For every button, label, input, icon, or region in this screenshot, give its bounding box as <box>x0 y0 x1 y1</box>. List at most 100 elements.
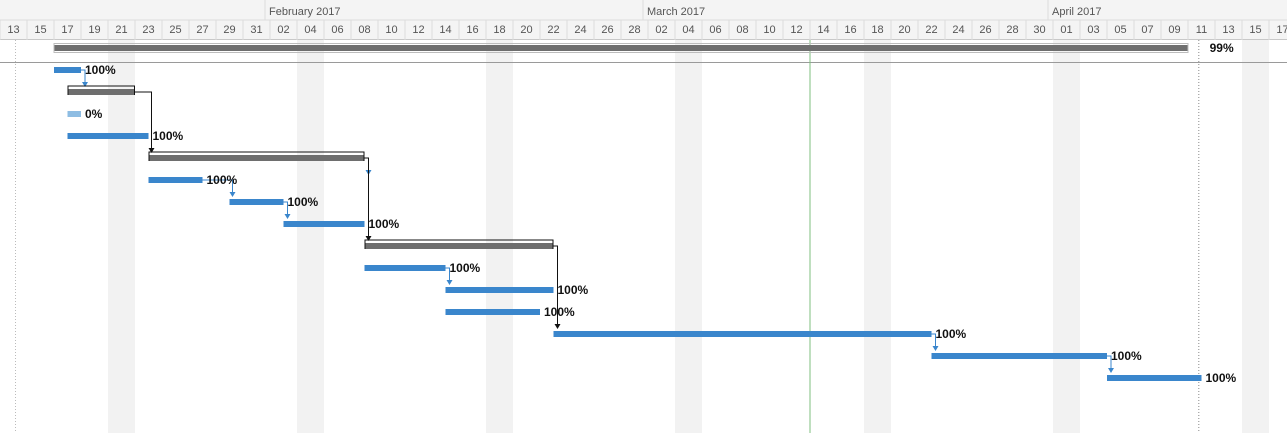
day-label: 08 <box>736 24 748 36</box>
weekend-column <box>1053 40 1080 433</box>
day-label: 20 <box>898 24 910 36</box>
dependency-line <box>81 69 86 86</box>
day-label: 17 <box>1276 24 1287 36</box>
project-summary-outline <box>53 43 1189 53</box>
weekend-column <box>297 40 324 433</box>
weekend-column <box>486 40 513 433</box>
weekend-shading <box>108 40 1269 433</box>
day-label: 06 <box>331 24 343 36</box>
day-label: 02 <box>655 24 667 36</box>
timescale-header[interactable]: February 2017 March 2017 April 2017 13 15 17 1… <box>0 0 1287 40</box>
percent-complete-label: 99% <box>1210 41 1234 55</box>
dependency-line <box>445 267 450 284</box>
dependency-arrow <box>554 324 561 329</box>
percent-labels: 99% 100% 0% 100% 100% 100% 100% 100% 100% 100% 100… <box>85 41 1237 385</box>
percent-complete-label: 100% <box>207 173 238 187</box>
task-bar[interactable] <box>229 199 284 205</box>
day-label: 22 <box>547 24 559 36</box>
dependency-line <box>202 179 233 196</box>
day-label: 30 <box>1033 24 1045 36</box>
day-label: 12 <box>412 24 424 36</box>
weekend-column <box>864 40 891 433</box>
day-label: 16 <box>844 24 856 36</box>
day-label: 25 <box>169 24 181 36</box>
day-label: 28 <box>1006 24 1018 36</box>
dependency-arrow <box>229 192 236 197</box>
day-label: 10 <box>763 24 775 36</box>
day-label: 07 <box>1141 24 1153 36</box>
day-label: 27 <box>196 24 208 36</box>
day-label: 11 <box>1196 24 1207 36</box>
percent-complete-label: 0% <box>85 107 103 121</box>
percent-complete-label: 100% <box>1206 371 1237 385</box>
day-label: 29 <box>223 24 235 36</box>
day-label: 15 <box>1249 24 1261 36</box>
dependency-arrow <box>284 214 291 219</box>
day-label: 05 <box>1114 24 1126 36</box>
day-label: 16 <box>466 24 478 36</box>
day-label: 26 <box>979 24 991 36</box>
task-bar[interactable] <box>1107 375 1202 381</box>
month-label: April 2017 <box>1052 6 1102 18</box>
dependency-line <box>931 333 936 350</box>
dependency-line <box>1107 355 1112 372</box>
weekend-column <box>675 40 702 433</box>
day-label: 08 <box>358 24 370 36</box>
dependency-line <box>553 245 558 328</box>
day-label: 24 <box>952 24 964 36</box>
task-bar[interactable] <box>553 331 932 337</box>
task-bar[interactable] <box>364 265 446 271</box>
dependency-arrow <box>148 148 155 153</box>
task-bar[interactable] <box>67 133 149 139</box>
task-bar[interactable] <box>931 353 1108 359</box>
day-label: 09 <box>1168 24 1180 36</box>
day-label: 04 <box>682 24 694 36</box>
day-label: 13 <box>7 24 19 36</box>
day-label: 14 <box>817 24 829 36</box>
task-bar[interactable] <box>148 177 203 183</box>
day-label: 26 <box>601 24 613 36</box>
day-label: 01 <box>1060 24 1072 36</box>
day-label: 18 <box>493 24 505 36</box>
percent-complete-label: 100% <box>450 261 481 275</box>
dependency-links <box>81 69 1114 373</box>
day-label: 22 <box>925 24 937 36</box>
dependency-arrow <box>1108 368 1114 373</box>
summary-bar[interactable] <box>54 45 1188 51</box>
task-bar[interactable] <box>283 221 365 227</box>
dependency-line <box>135 91 152 152</box>
day-label: 14 <box>439 24 451 36</box>
dependency-line <box>283 201 288 218</box>
percent-complete-label: 100% <box>288 195 319 209</box>
day-label: 23 <box>142 24 154 36</box>
task-bar[interactable] <box>54 67 81 73</box>
dependency-line <box>364 157 369 240</box>
summary-bar[interactable] <box>67 89 136 95</box>
weekend-column <box>1242 40 1269 433</box>
day-label: 13 <box>1222 24 1234 36</box>
day-label: 31 <box>250 24 262 36</box>
month-label: February 2017 <box>269 6 341 18</box>
timeline-lines <box>0 40 1287 433</box>
percent-complete-label: 100% <box>544 305 575 319</box>
day-label: 03 <box>1087 24 1099 36</box>
day-label: 17 <box>61 24 73 36</box>
summary-bar[interactable] <box>364 243 554 249</box>
percent-complete-label: 100% <box>85 63 116 77</box>
dependency-arrow <box>932 346 939 351</box>
task-bar[interactable] <box>445 287 554 293</box>
day-label: 02 <box>277 24 289 36</box>
percent-complete-label: 100% <box>153 129 184 143</box>
summary-bar[interactable] <box>148 155 365 161</box>
task-bar[interactable] <box>67 111 82 117</box>
percent-complete-label: 100% <box>936 327 967 341</box>
month-label: March 2017 <box>647 6 705 18</box>
percent-complete-label: 100% <box>1111 349 1142 363</box>
day-label: 06 <box>709 24 721 36</box>
task-bar[interactable] <box>445 309 541 315</box>
percent-complete-label: 100% <box>558 283 589 297</box>
dependency-arrow <box>82 82 88 87</box>
dependency-arrow <box>365 236 372 241</box>
task-bars[interactable] <box>53 43 1202 382</box>
